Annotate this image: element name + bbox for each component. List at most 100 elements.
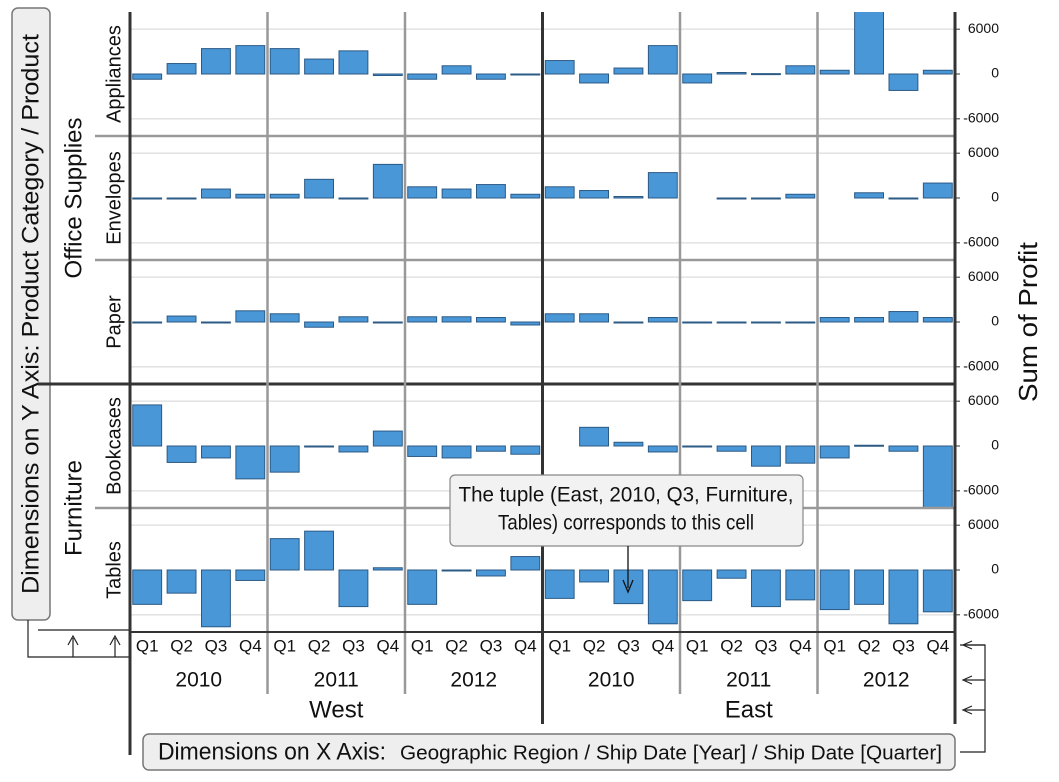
bar: [751, 321, 781, 324]
bar: [476, 445, 506, 452]
year-label: 2011: [726, 669, 771, 692]
bar: [304, 178, 334, 199]
bar: [647, 445, 678, 453]
bar: [338, 197, 369, 200]
bar: [854, 192, 884, 199]
bar: [235, 193, 266, 199]
bar: [407, 569, 438, 605]
region-label: East: [725, 696, 773, 723]
x-dimension-label: Dimensions on X Axis:: [158, 738, 386, 765]
bar: [785, 321, 816, 324]
bar: [682, 321, 713, 324]
y-tick-label: -6000: [963, 482, 999, 498]
x-tick-label: Q3: [205, 636, 228, 655]
y-tick-label: 0: [991, 561, 999, 577]
x-tick-label: Q4: [926, 636, 949, 655]
bar: [166, 445, 197, 463]
bar: [407, 316, 438, 323]
row-label: Paper: [103, 295, 125, 349]
bar: [647, 569, 678, 625]
x-tick-label: Q2: [720, 636, 743, 655]
annotation-box: [449, 474, 804, 547]
y-tick-label: 6000: [968, 392, 999, 408]
row-label: Bookcases: [103, 397, 125, 495]
bar: [304, 445, 334, 448]
bar: [751, 197, 781, 200]
bar: [819, 317, 850, 323]
bar: [716, 197, 747, 200]
bar: [235, 310, 266, 323]
bar: [476, 184, 506, 199]
bar: [441, 188, 472, 199]
bar: [922, 182, 953, 199]
bar: [888, 445, 919, 452]
x-tick-label: Q1: [273, 636, 296, 655]
bar: [682, 445, 713, 448]
x-tick-label: Q4: [789, 636, 812, 655]
bar: [819, 69, 850, 75]
x-tick-label: Q1: [823, 636, 846, 655]
row-label: Envelopes: [103, 151, 125, 244]
bar: [132, 73, 163, 80]
x-tick-label: Q2: [170, 636, 193, 655]
bar: [201, 569, 231, 628]
bar: [647, 172, 678, 199]
bar: [441, 316, 472, 323]
bar: [166, 315, 197, 323]
bar: [166, 197, 197, 200]
x-tick-label: Q1: [548, 636, 571, 655]
bar: [922, 317, 953, 323]
bar: [132, 404, 163, 447]
bar: [372, 567, 403, 571]
y-tick-label: 0: [991, 189, 999, 205]
bar: [819, 569, 850, 611]
bar: [613, 67, 644, 75]
y-dimension-label: Dimensions on Y Axis: Product Category /…: [17, 34, 44, 594]
bar: [785, 65, 816, 75]
bar: [304, 530, 334, 571]
bar: [338, 50, 369, 75]
bar: [544, 186, 575, 199]
bar: [922, 69, 953, 75]
bar: [613, 441, 644, 447]
bar: [132, 569, 163, 605]
x-tick-label: Q2: [583, 636, 606, 655]
bar: [579, 426, 609, 447]
bar: [922, 569, 953, 613]
y-axis-label: Sum of Profit: [1013, 241, 1043, 402]
year-label: 2012: [863, 669, 910, 692]
x-tick-label: Q4: [376, 636, 399, 655]
row-label: Appliances: [103, 25, 125, 123]
bar: [716, 445, 747, 452]
bar: [338, 445, 369, 453]
bar: [269, 445, 300, 473]
bar: [510, 73, 541, 76]
bar: [235, 45, 266, 75]
bar: [579, 313, 609, 323]
bar: [888, 73, 919, 91]
bar: [166, 569, 197, 594]
y-tick-label: 6000: [968, 144, 999, 160]
y-tick-label: 6000: [968, 516, 999, 532]
annotation-arrow: [622, 546, 634, 594]
bar: [682, 569, 713, 602]
bar: [510, 556, 541, 571]
bar: [785, 193, 816, 199]
x-tick-label: Q4: [514, 636, 537, 655]
bar: [647, 45, 678, 75]
year-label: 2010: [175, 669, 222, 692]
bar: [166, 63, 197, 75]
bar: [544, 60, 575, 75]
bar: [510, 445, 541, 455]
bar: [304, 58, 334, 75]
x-tick-label: Q3: [480, 636, 503, 655]
bar: [338, 569, 369, 608]
x-tick-label: Q1: [136, 636, 159, 655]
bar: [510, 321, 541, 326]
bar: [854, 569, 884, 605]
bar: [201, 445, 231, 459]
bar: [544, 313, 575, 323]
annotation: Tables) corresponds to this cell: [498, 512, 754, 535]
y-tick-label: -6000: [963, 234, 999, 250]
connectors: [27, 620, 986, 753]
